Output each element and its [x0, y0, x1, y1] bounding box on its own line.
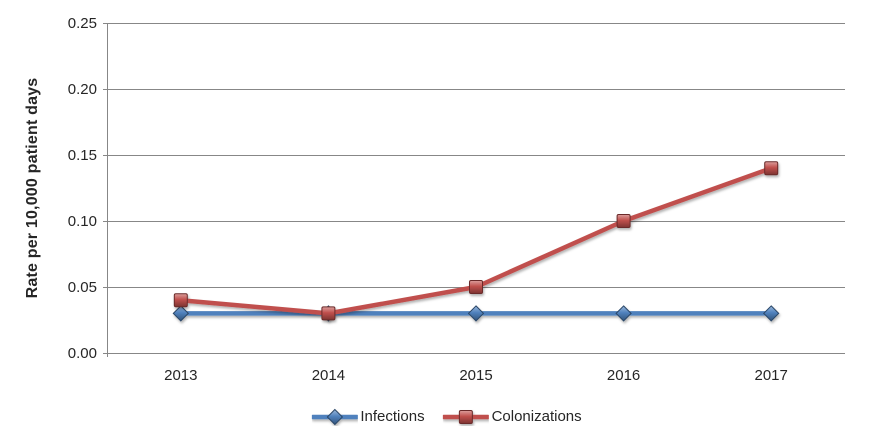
- colonizations-marker-square-icon: [173, 293, 188, 308]
- legend-item-colonizations: Colonizations: [442, 405, 582, 429]
- infections-marker-diamond-icon: [172, 305, 190, 322]
- y-tick-label: 0.20: [68, 81, 97, 98]
- x-tick-label: 2017: [755, 367, 788, 384]
- x-tick-label: 2014: [312, 367, 345, 384]
- x-tick-label: 2013: [164, 367, 197, 384]
- colonizations-marker-square-icon: [764, 161, 779, 176]
- legend-swatch-infections: [311, 408, 358, 426]
- y-tick-label: 0.15: [68, 147, 97, 164]
- infections-marker-diamond-icon: [467, 305, 485, 322]
- infections-marker-diamond-icon: [615, 305, 632, 322]
- infections-marker-diamond-icon: [762, 305, 780, 322]
- gridlines: 0.00 0.05 0.10 0.15 0.20 0.25: [68, 15, 845, 362]
- x-tick-label: 2016: [607, 367, 640, 384]
- infections-legend-swatch-icon: [311, 408, 358, 426]
- legend: Infections Colonizations: [311, 405, 582, 429]
- colonizations-marker-square-icon: [321, 306, 336, 321]
- infections-marker-diamond-icon: [326, 408, 343, 426]
- y-tick-label: 0.00: [68, 345, 97, 362]
- legend-swatch-colonizations: [442, 410, 489, 424]
- colonizations-marker-square-icon: [616, 214, 631, 228]
- series-infections: [172, 305, 780, 322]
- y-tick-label: 0.10: [68, 213, 97, 230]
- legend-item-infections: Infections: [311, 405, 425, 429]
- x-tick-label: 2015: [459, 367, 492, 384]
- legend-label-infections: Infections: [360, 408, 425, 425]
- legend-label-colonizations: Colonizations: [491, 408, 582, 425]
- colonizations-legend-swatch-icon: [442, 410, 489, 424]
- y-tick-label: 0.05: [68, 279, 97, 296]
- y-axis-title: Rate per 10,000 patient days: [24, 77, 41, 299]
- y-tick-label: 0.25: [68, 15, 97, 32]
- series-colonizations: [173, 161, 779, 321]
- colonizations-marker-square-icon: [458, 410, 473, 424]
- x-axis-labels: 2013 2014 2015 2016 2017: [164, 367, 788, 384]
- colonizations-marker-square-icon: [469, 280, 483, 294]
